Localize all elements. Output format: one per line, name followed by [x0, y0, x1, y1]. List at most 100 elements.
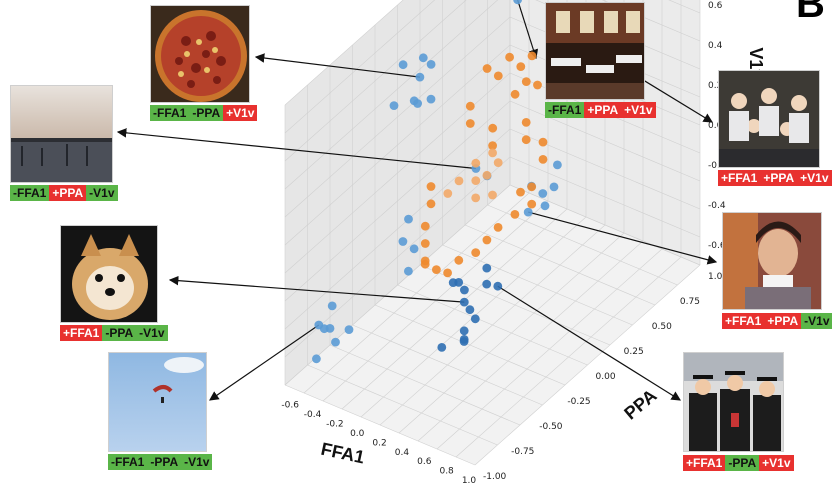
y-tick-label: 0.75 — [680, 297, 700, 307]
z-tick-label: 0.0 — [708, 121, 723, 131]
data-point — [327, 301, 337, 311]
tag: -V1v — [136, 325, 168, 341]
data-point — [482, 64, 492, 73]
grid-line — [464, 224, 656, 306]
grid-line — [284, 16, 511, 218]
data-point — [389, 101, 399, 110]
data-point — [443, 189, 453, 198]
data-point — [404, 266, 413, 276]
tag: -PPA — [102, 325, 137, 341]
tag: -FFA1 — [545, 102, 585, 118]
data-point — [344, 325, 354, 334]
data-point — [488, 190, 497, 200]
x-tick-label: 0.0 — [350, 429, 365, 439]
tag: -PPA — [147, 454, 182, 470]
data-point — [420, 259, 430, 269]
data-point — [538, 155, 548, 164]
y-axis-label: PPA — [620, 385, 660, 423]
tag: +PPA — [49, 185, 87, 201]
grid-line — [436, 248, 663, 450]
data-point — [413, 99, 422, 108]
y-tick-label: 0.50 — [652, 322, 672, 332]
annotation-arrows — [116, 0, 718, 401]
data-point — [521, 135, 531, 145]
grid-line — [284, 0, 499, 190]
data-point — [521, 118, 531, 127]
dog-tags: +FFA1 -PPA -V1v — [60, 325, 168, 341]
data-point — [540, 201, 550, 211]
data-point — [312, 354, 321, 364]
grid-line — [284, 0, 436, 134]
data-point — [465, 101, 475, 111]
tag: -V1v — [801, 313, 832, 329]
data-point — [493, 158, 503, 168]
tag: +PPA — [760, 170, 798, 186]
grid-line — [442, 244, 633, 326]
data-point — [471, 158, 481, 168]
kite-tags: -FFA1 -PPA -V1v — [108, 454, 213, 470]
tag: +FFA1 — [722, 313, 765, 329]
tag: -PPA — [189, 105, 224, 121]
data-point — [331, 337, 340, 347]
data-point — [459, 297, 469, 307]
data-point — [471, 193, 481, 203]
z-tick-label: -0.4 — [708, 201, 726, 211]
data-point — [488, 141, 497, 151]
z-tick-label: 0.4 — [708, 41, 723, 51]
annotation-arrow — [528, 211, 718, 265]
annotation-arrow — [517, 0, 539, 60]
tag: -V1v — [181, 454, 213, 470]
data-point — [426, 94, 436, 104]
data-point — [398, 237, 408, 246]
graduates-image — [683, 352, 784, 452]
grid-line — [284, 0, 404, 106]
data-point — [454, 176, 464, 186]
grid-line — [509, 184, 701, 266]
x-tick-label: 0.2 — [372, 438, 386, 448]
data-point — [465, 119, 475, 128]
x-tick-label: 0.6 — [417, 457, 432, 467]
z-tick-label: 0.6 — [708, 1, 723, 11]
tag: +FFA1 — [683, 455, 726, 471]
lake-tags: -FFA1 +PPA -V1v — [10, 185, 118, 201]
graduates-tags: +FFA1 -PPA +V1v — [683, 455, 794, 471]
z-tick-label: 0.2 — [708, 81, 722, 91]
z-tick-label: -0.2 — [708, 161, 726, 171]
data-point — [482, 279, 492, 289]
grid-line — [474, 264, 701, 466]
data-point — [493, 281, 503, 291]
y-tick-label: 0.00 — [596, 372, 616, 382]
data-point — [471, 176, 481, 186]
y-tick-label: -0.50 — [539, 422, 563, 432]
tag: +PPA — [584, 102, 622, 118]
data-point — [420, 239, 430, 248]
person-image — [722, 212, 822, 310]
data-point — [420, 221, 430, 231]
data-point — [482, 263, 492, 273]
grid-line — [487, 204, 678, 286]
data-point — [553, 160, 562, 170]
data-point — [404, 214, 413, 224]
data-point — [432, 265, 441, 274]
data-point — [510, 89, 520, 99]
grid-line — [398, 232, 625, 434]
x-tick-label: -0.6 — [281, 401, 299, 411]
annotation-arrow — [209, 324, 320, 401]
data-point — [510, 210, 520, 219]
y-tick-label: 0.25 — [624, 347, 644, 357]
grid-line — [417, 240, 644, 442]
data-point — [415, 72, 425, 82]
x-tick-label: -0.4 — [304, 410, 322, 420]
tag: +PPA — [764, 313, 802, 329]
tag: -FFA1 — [150, 105, 190, 121]
x-tick-label: -0.2 — [326, 420, 344, 430]
data-point — [516, 187, 525, 197]
restaurant-image — [545, 2, 645, 100]
dog-image — [60, 225, 158, 323]
data-point — [488, 148, 497, 158]
annotation-arrow — [254, 53, 420, 78]
data-point — [516, 62, 526, 71]
data-point — [527, 182, 537, 192]
data-point — [527, 51, 537, 61]
